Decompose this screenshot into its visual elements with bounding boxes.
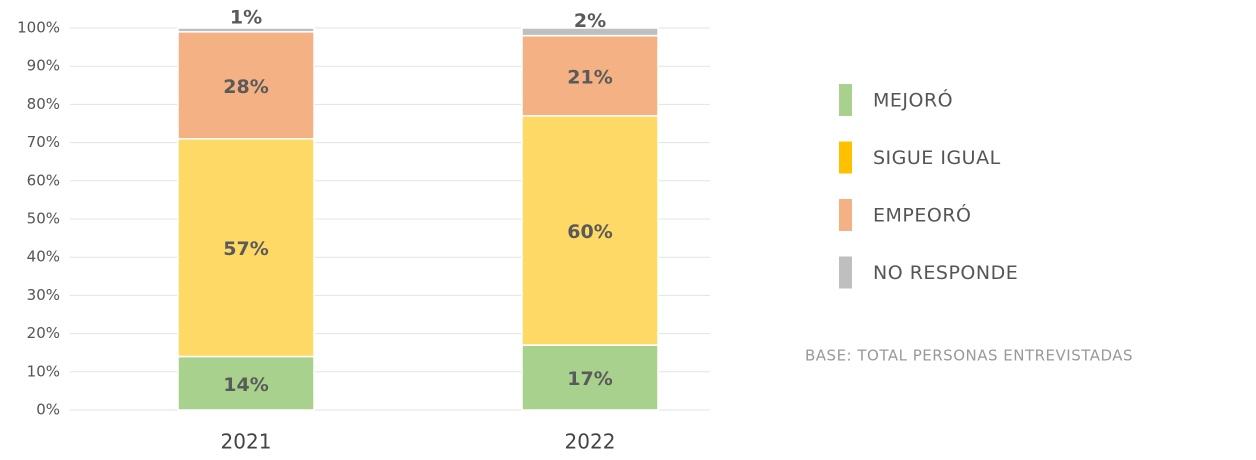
bar-segment bbox=[177, 27, 315, 33]
legend-label: EMPEORÓ bbox=[873, 203, 971, 227]
bar-segment bbox=[521, 115, 659, 346]
y-tick-label: 70% bbox=[27, 133, 60, 151]
y-tick-label: 30% bbox=[27, 286, 60, 304]
legend-label: MEJORÓ bbox=[873, 88, 953, 112]
legend-label: NO RESPONDE bbox=[873, 262, 1018, 284]
legend-label: SIGUE IGUAL bbox=[873, 147, 1001, 169]
y-tick-label: 20% bbox=[27, 324, 60, 342]
legend-swatch bbox=[839, 199, 852, 231]
value-label: 28% bbox=[223, 76, 268, 98]
y-tick-label: 60% bbox=[27, 171, 60, 189]
y-tick-label: 90% bbox=[27, 57, 60, 75]
value-label: 2% bbox=[574, 10, 606, 32]
bar-segment bbox=[177, 31, 315, 140]
y-tick-label: 100% bbox=[17, 19, 60, 37]
y-tick-label: 40% bbox=[27, 248, 60, 266]
y-tick-label: 50% bbox=[27, 210, 60, 228]
legend-swatch bbox=[839, 141, 852, 174]
x-tick-label: 2021 bbox=[221, 430, 272, 454]
value-label: 17% bbox=[567, 368, 612, 390]
y-tick-label: 80% bbox=[27, 95, 60, 113]
bar-segment bbox=[177, 355, 315, 411]
y-tick-label: 0% bbox=[36, 401, 60, 419]
value-label: 60% bbox=[567, 221, 612, 243]
y-tick-label: 10% bbox=[27, 362, 60, 380]
note: BASE: TOTAL PERSONAS ENTREVISTADAS bbox=[805, 347, 1133, 365]
value-label: 1% bbox=[230, 6, 262, 28]
value-label: 57% bbox=[223, 238, 268, 260]
bar-segment bbox=[177, 138, 315, 358]
value-label: 21% bbox=[567, 66, 612, 88]
value-label: 14% bbox=[223, 374, 268, 396]
legend-swatch bbox=[839, 256, 852, 289]
bar-segment bbox=[521, 27, 659, 37]
legend-swatch bbox=[839, 84, 852, 116]
bar-segment bbox=[521, 344, 659, 411]
x-tick-label: 2022 bbox=[565, 430, 616, 454]
